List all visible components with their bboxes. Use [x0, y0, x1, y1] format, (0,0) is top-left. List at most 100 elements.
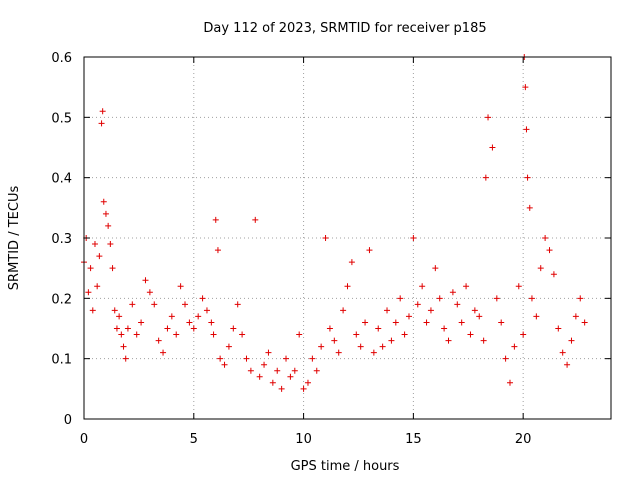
data-point — [217, 355, 224, 362]
data-point — [142, 277, 149, 284]
data-point — [520, 331, 527, 338]
data-point — [122, 355, 129, 362]
x-tick-label: 0 — [80, 432, 88, 447]
data-point — [441, 325, 448, 332]
data-point — [313, 367, 320, 374]
data-point — [526, 204, 533, 211]
data-point — [423, 319, 430, 326]
data-point — [160, 349, 167, 356]
data-point — [111, 307, 118, 314]
plot-frame — [83, 56, 612, 420]
chart-title: Day 112 of 2023, SRMTID for receiver p18… — [203, 21, 486, 36]
data-point — [370, 349, 377, 356]
data-point — [155, 337, 162, 344]
data-point — [502, 355, 509, 362]
data-point — [340, 307, 347, 314]
data-point — [366, 247, 373, 254]
data-point — [177, 283, 184, 290]
data-point — [482, 174, 489, 181]
x-tick-label: 5 — [190, 432, 198, 447]
x-axis-label: GPS time / hours — [291, 459, 400, 474]
y-tick-label: 0.4 — [51, 172, 72, 187]
data-point — [572, 313, 579, 320]
data-point — [454, 301, 461, 308]
data-point — [208, 319, 215, 326]
data-point — [384, 307, 391, 314]
y-tick-label: 0.1 — [51, 353, 72, 368]
data-point — [118, 331, 125, 338]
data-point — [283, 355, 290, 362]
data-point — [210, 331, 217, 338]
data-point — [564, 361, 571, 368]
data-point — [225, 343, 232, 350]
data-point — [511, 343, 518, 350]
x-tick-labels: 0 5 10 15 20 — [80, 432, 532, 447]
data-point — [230, 325, 237, 332]
data-point — [322, 235, 329, 241]
data-point — [252, 216, 259, 223]
data-point — [559, 349, 566, 356]
data-point — [146, 289, 153, 296]
data-point — [397, 295, 404, 302]
data-point — [498, 319, 505, 326]
data-point — [296, 331, 303, 338]
data-point — [379, 343, 386, 350]
data-point — [87, 265, 94, 272]
grid — [84, 57, 611, 419]
y-tick-labels: 0 0.1 0.2 0.3 0.4 0.5 0.6 — [51, 51, 72, 428]
data-point — [182, 301, 189, 308]
data-point — [523, 126, 530, 133]
data-point — [476, 313, 483, 320]
data-point — [269, 379, 276, 386]
data-point — [533, 313, 540, 320]
data-point — [414, 301, 421, 308]
data-point — [546, 247, 553, 254]
data-point — [186, 319, 193, 326]
data-point — [471, 307, 478, 314]
data-point — [265, 349, 272, 356]
data-point — [256, 373, 263, 380]
data-point — [493, 295, 500, 302]
data-point — [234, 301, 241, 308]
data-point — [291, 367, 298, 374]
data-point — [485, 114, 492, 121]
data-point — [515, 283, 522, 290]
data-point — [91, 241, 98, 248]
data-point — [96, 253, 103, 260]
data-point — [113, 325, 120, 332]
y-tick-label: 0.5 — [51, 111, 72, 126]
data-point — [357, 343, 364, 350]
data-point — [348, 259, 355, 266]
data-point — [542, 235, 549, 241]
data-point — [212, 216, 219, 223]
data-point — [195, 313, 202, 320]
data-point — [116, 313, 123, 320]
data-point — [318, 343, 325, 350]
data-point — [522, 84, 529, 91]
data-point — [239, 331, 246, 338]
data-point — [173, 331, 180, 338]
data-point — [344, 283, 351, 290]
data-point — [467, 331, 474, 338]
data-point — [392, 319, 399, 326]
data-point — [261, 361, 268, 368]
x-tick-label: 10 — [295, 432, 312, 447]
data-point — [388, 337, 395, 344]
data-point — [432, 265, 439, 272]
data-point — [537, 265, 544, 272]
data-point — [243, 355, 250, 362]
data-point — [419, 283, 426, 290]
data-point — [107, 241, 114, 248]
data-point — [214, 247, 221, 254]
y-tick-label: 0.6 — [51, 51, 72, 66]
data-point — [168, 313, 175, 320]
data-point — [109, 265, 116, 272]
data-point — [138, 319, 145, 326]
data-point — [199, 295, 206, 302]
data-point — [524, 174, 531, 181]
data-point — [568, 337, 575, 344]
data-point — [458, 319, 465, 326]
y-tick-label: 0.3 — [51, 232, 72, 247]
data-point — [120, 343, 127, 350]
